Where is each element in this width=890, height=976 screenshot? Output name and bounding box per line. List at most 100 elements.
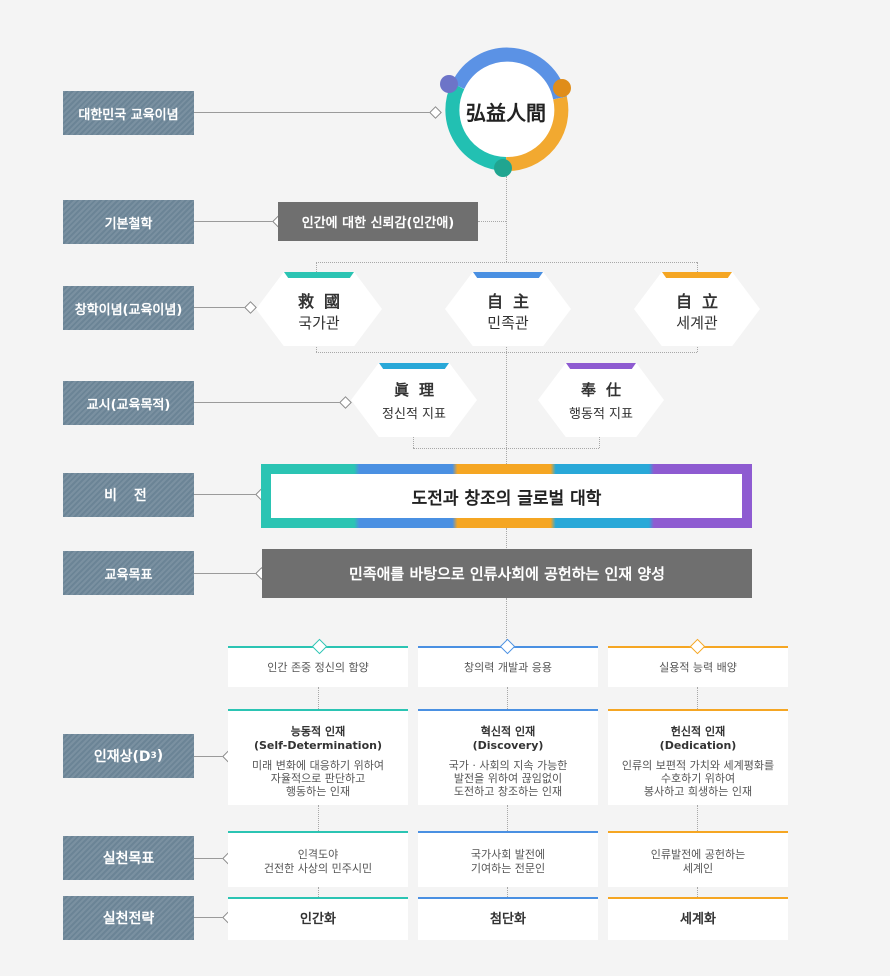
vision-frame: 도전과 창조의 글로벌 대학 [261,464,752,528]
hex-text: 국가관 [298,314,340,332]
hex-hanja: 眞理 [393,381,444,399]
talent-line: 자율적으로 판단하고 [270,772,366,785]
dotted-col2-b [507,805,508,831]
dotted-col3-b [697,805,698,831]
hex-text: 행동적 지표 [569,407,633,422]
dotted-founding-left-top [316,262,317,272]
talent-sub: (Dedication) [659,739,737,752]
dotted-founding-top [316,262,697,263]
talent-card-1: 능동적 인재 (Self-Determination) 미래 변화에 대응하기 … [228,709,408,805]
strategy-card-1: 인간화 [228,897,408,940]
talent-title: 능동적 인재 [290,725,346,738]
talent-title: 헌신적 인재 [670,725,726,738]
label-practice-goal: 실천목표 [63,836,194,880]
dotted-main-4 [506,598,507,642]
label-founding-ideology: 창학이념(교육이념) [63,286,194,330]
vision-text: 도전과 창조의 글로벌 대학 [271,474,742,518]
dotted-col1-b [318,805,319,831]
talent-title: 혁신적 인재 [480,725,536,738]
hex-bar [662,272,732,278]
talent-line: 수호하기 위하여 [660,772,736,785]
label-practice-strategy: 실천전략 [63,896,194,940]
dotted-founding-right-top [697,262,698,272]
talent-line: 국가 · 사회의 지속 가능한 [448,759,568,772]
education-goal-box: 민족애를 바탕으로 인류사회에 공헌하는 인재 양성 [262,549,752,598]
practice-goal-line: 건전한 사상의 민주시민 [263,862,373,875]
motto-hex-1: 眞理 정신적 지표 [351,363,477,437]
dotted-motto-right [599,436,600,448]
hex-hanja: 自主 [486,292,539,311]
connector-6 [194,573,259,574]
dotted-col1-a [318,687,319,709]
hex-shape [538,363,664,437]
connector-2 [194,221,277,222]
label-vision: 비 전 [63,473,194,517]
hex-bar [566,363,636,369]
talent-sub: (Discovery) [472,739,544,752]
dotted-founding-right-bottom [697,344,698,352]
circle-text: 弘益人間 [466,101,546,125]
talent-line: 발전을 위하여 끊임없이 [453,772,563,785]
talent-card-3: 헌신적 인재 (Dedication) 인류의 보편적 가치와 세계평화를 수호… [608,709,788,805]
strategy-card-2: 첨단화 [418,897,598,940]
label-talent-sup: 3 [150,751,157,761]
hex-shape [445,272,571,346]
dotted-col3-c [697,887,698,897]
label-talent-end: ) [156,748,164,764]
label-education-goal: 교육목표 [63,551,194,595]
founding-hex-2: 自主 민족관 [445,272,571,346]
hex-bar [379,363,449,369]
connector-3 [194,307,248,308]
dotted-col1-c [318,887,319,897]
hex-bar [473,272,543,278]
label-talent-text: 인재상(D [93,749,151,765]
practice-goal-line: 인류발전에 공헌하는 [650,848,746,861]
talent-line: 인류의 보편적 가치와 세계평화를 [621,759,775,772]
hex-shape [634,272,760,346]
dotted-col3-a [697,687,698,709]
practice-goal-card-2: 국가사회 발전에 기여하는 전문인 [418,831,598,887]
talent-card-2: 혁신적 인재 (Discovery) 국가 · 사회의 지속 가능한 발전을 위… [418,709,598,805]
hex-bar [284,272,354,278]
dotted-main-3 [506,528,507,550]
connector-1 [194,112,432,113]
talent-line: 도전하고 창조하는 인재 [453,785,563,798]
dotted-main-2 [506,344,507,464]
dotted-motto-left [413,436,414,448]
practice-goal-line: 세계인 [682,862,714,875]
hex-text: 세계관 [676,314,718,332]
philosophy-box: 인간에 대한 신뢰감(인간애) [278,202,478,241]
talent-sub: (Self-Determination) [253,739,382,752]
hongik-circle: 弘益人間 [434,38,578,182]
founding-hex-3: 自立 세계관 [634,272,760,346]
practice-goal-line: 기여하는 전문인 [470,862,546,875]
label-motto: 교시(교육목적) [63,381,194,425]
practice-goal-line: 인격도야 [297,848,339,861]
dotted-motto-bottom [413,448,599,449]
hex-hanja: 奉仕 [580,381,631,399]
motto-hex-2: 奉仕 행동적 지표 [538,363,664,437]
talent-line: 행동하는 인재 [285,785,351,798]
dotted-phil-right [478,221,506,222]
label-talent: 인재상(D 3) [63,734,194,778]
practice-goal-card-1: 인격도야 건전한 사상의 민주시민 [228,831,408,887]
practice-goal-line: 국가사회 발전에 [470,848,546,861]
connector-diamond-3 [244,301,257,314]
connector-diamond-4 [339,396,352,409]
hex-hanja: 自立 [675,292,728,311]
connector-7 [194,756,226,757]
circle-ring [440,47,571,177]
connector-5 [194,494,259,495]
hex-shape [351,363,477,437]
label-basic-philosophy: 기본철학 [63,200,194,244]
connector-8 [194,858,226,859]
hex-shape [256,272,382,346]
label-national-ideology: 대한민국 교육이념 [63,91,194,135]
connector-4 [194,402,342,403]
hex-text: 정신적 지표 [382,407,446,422]
talent-line: 미래 변화에 대응하기 위하여 [252,759,384,772]
connector-9 [194,917,226,918]
practice-goal-card-3: 인류발전에 공헌하는 세계인 [608,831,788,887]
hex-hanja: 救國 [297,292,350,311]
dotted-col2-c [507,887,508,897]
